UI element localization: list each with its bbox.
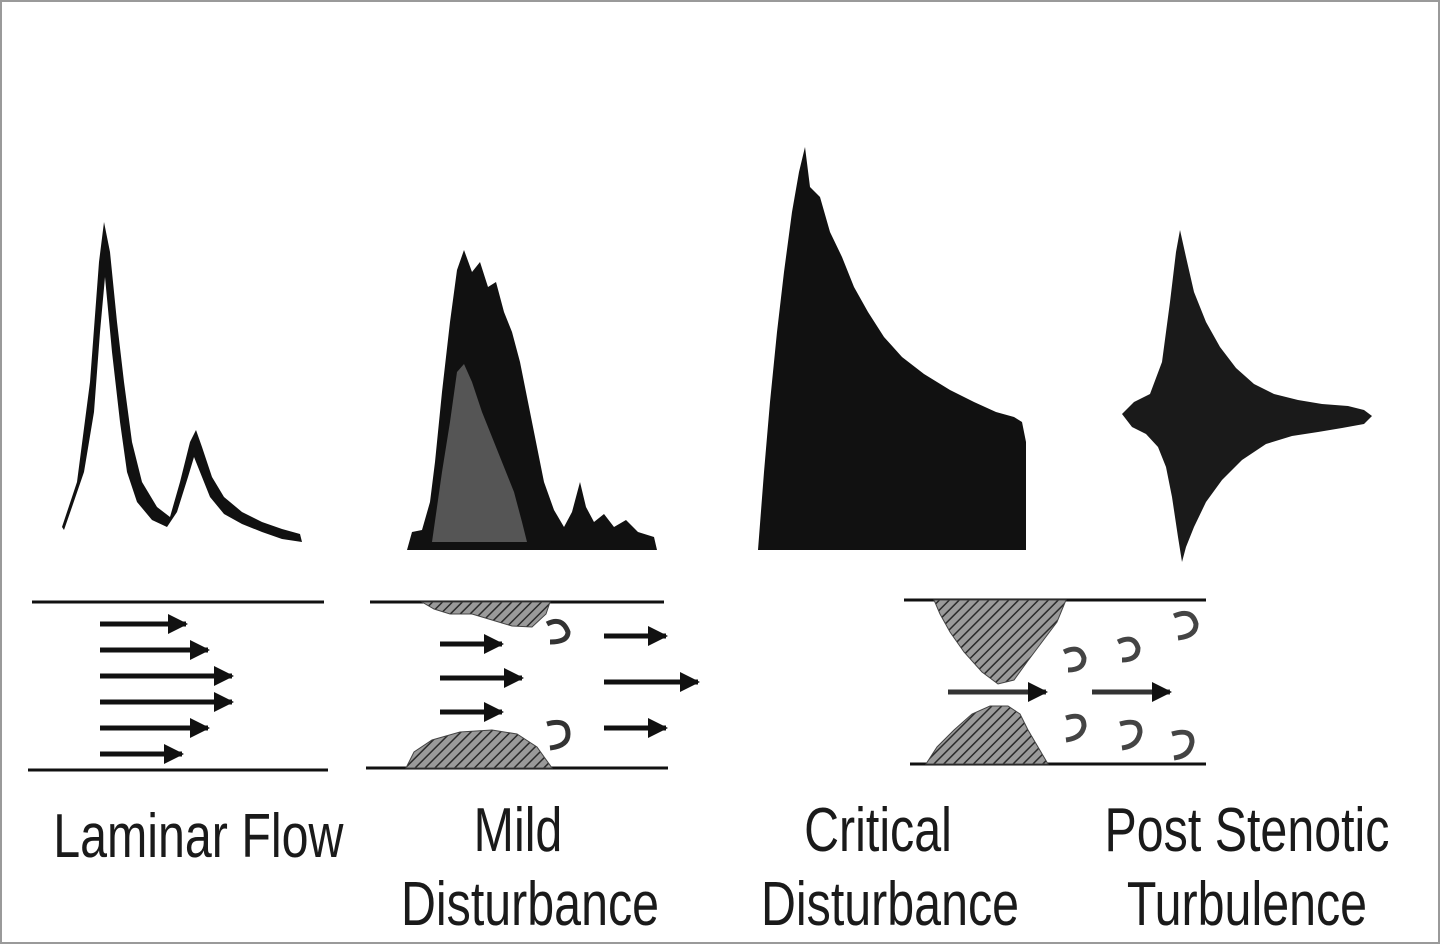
mild-label-line1: Mild bbox=[473, 796, 563, 865]
mild-plaque-bottom bbox=[405, 729, 553, 769]
critical-eddy-3 bbox=[1172, 610, 1199, 641]
mild-spectral-window-fill bbox=[432, 364, 527, 542]
post-label-line1: Post Stenotic bbox=[1104, 796, 1390, 865]
mild-eddy-top bbox=[545, 618, 571, 645]
critical-disturbance-label: Critical Disturbance bbox=[761, 794, 1020, 942]
mild-disturbance-label: Mild Disturbance bbox=[401, 794, 660, 942]
laminar-flow-panel bbox=[28, 222, 328, 772]
mild-plaque-top bbox=[420, 601, 551, 628]
post-label-line2: Turbulence bbox=[1126, 870, 1368, 939]
mild-eddy-bottom bbox=[546, 719, 571, 751]
post-stenotic-label: Post Stenotic Turbulence bbox=[1103, 794, 1392, 942]
critical-eddy-6 bbox=[1171, 729, 1195, 761]
mild-disturbance-panel bbox=[366, 250, 700, 770]
critical-label-line1: Critical bbox=[804, 796, 952, 865]
critical-eddy-arrows bbox=[1062, 610, 1199, 761]
mild-label-line2: Disturbance bbox=[401, 870, 660, 939]
critical-eddy-5 bbox=[1119, 719, 1143, 751]
critical-eddy-1 bbox=[1062, 646, 1087, 673]
laminar-label-line1: Laminar Flow bbox=[53, 802, 344, 871]
critical-plaque-top bbox=[933, 599, 1067, 685]
critical-disturbance-panel bbox=[758, 147, 1206, 766]
laminar-flow-label: Laminar Flow bbox=[53, 800, 344, 874]
post-stenotic-panel bbox=[1122, 230, 1372, 562]
mild-eddy-arrows bbox=[545, 618, 571, 751]
laminar-spectrum-waveform bbox=[62, 222, 302, 542]
critical-eddy-2 bbox=[1116, 636, 1141, 663]
post-spectrum-waveform bbox=[1122, 230, 1372, 562]
critical-label-line2: Disturbance bbox=[761, 870, 1020, 939]
critical-eddy-4 bbox=[1065, 713, 1087, 743]
mild-flow-arrows bbox=[440, 626, 700, 738]
critical-plaque-bottom bbox=[925, 705, 1049, 765]
critical-spectrum-waveform bbox=[758, 147, 1026, 550]
laminar-flow-arrows bbox=[100, 614, 234, 764]
